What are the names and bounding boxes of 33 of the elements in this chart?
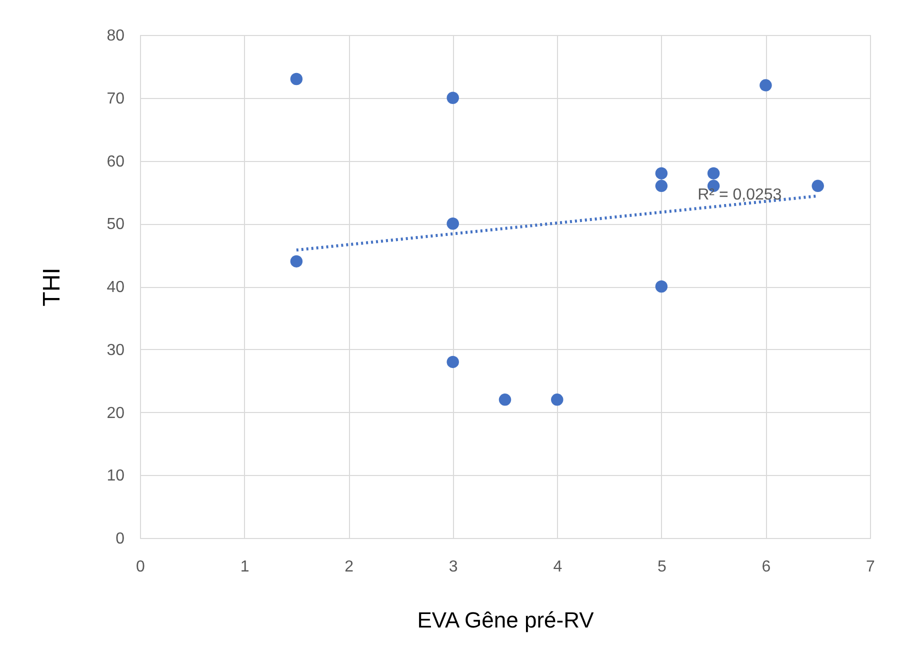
point: [551, 394, 564, 406]
x-tick-label: 1: [240, 558, 250, 576]
y-tick-label: 60: [106, 153, 125, 170]
y-tick-label: 50: [106, 216, 125, 234]
point: [498, 394, 512, 406]
x-tick-label: 0: [136, 558, 146, 576]
point: [290, 72, 303, 86]
x-tick-label: 3: [448, 558, 458, 576]
point: [760, 79, 772, 92]
y-tick-label: 30: [106, 342, 125, 359]
y-tick-label: 70: [106, 90, 125, 108]
annotation: R² = 0,0253: [698, 186, 782, 204]
x-tick-label: 7: [866, 558, 876, 576]
y-tick-label: 80: [106, 28, 125, 44]
point: [707, 167, 720, 180]
y-tick-label: 40: [106, 279, 125, 296]
y-tick-label: 20: [106, 404, 125, 422]
point: [446, 92, 459, 104]
x-tick-label: 5: [657, 558, 666, 576]
x-tick-label: 4: [553, 558, 562, 576]
x-axis-title: EVA Gêne pré-RV: [417, 608, 594, 632]
point: [655, 180, 668, 192]
point: [446, 356, 459, 368]
x-tick-label: 6: [762, 558, 771, 576]
x-tick-label: 2: [344, 558, 354, 576]
point: [655, 167, 668, 180]
y-tick-label: 10: [106, 468, 125, 485]
point: [812, 180, 824, 192]
y-tick-label: 0: [116, 530, 125, 548]
point: [290, 255, 303, 268]
point: [446, 218, 459, 230]
point: [655, 280, 668, 293]
y-axis-title: THI: [38, 268, 66, 306]
